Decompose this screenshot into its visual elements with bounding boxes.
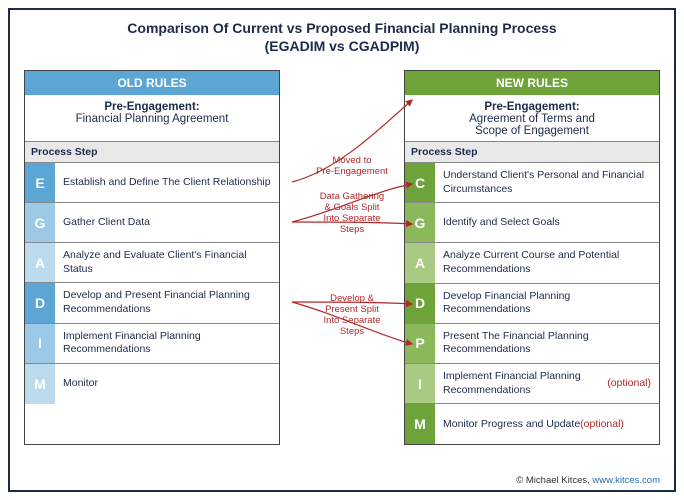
old-step-row: AAnalyze and Evaluate Client's Financial…: [25, 243, 279, 283]
old-step-letter: E: [25, 163, 55, 202]
old-step-row: IImplement Financial Planning Recommenda…: [25, 324, 279, 364]
title-line-2: (EGADIM vs CGADPIM): [10, 38, 674, 56]
diagram-title: Comparison Of Current vs Proposed Financ…: [10, 10, 674, 61]
new-step-label: Develop Financial Planning Recommendatio…: [435, 284, 659, 323]
new-pre-label: Pre-Engagement:: [409, 101, 655, 113]
old-step-label: Develop and Present Financial Planning R…: [55, 283, 279, 322]
new-step-letter: D: [405, 284, 435, 323]
old-step-letter: M: [25, 364, 55, 404]
new-step-row: CUnderstand Client's Personal and Financ…: [405, 163, 659, 203]
new-step-row: GIdentify and Select Goals: [405, 203, 659, 243]
old-step-row: MMonitor: [25, 364, 279, 404]
old-process-step-header: Process Step: [25, 141, 279, 163]
new-step-letter: P: [405, 324, 435, 363]
new-step-label: Implement Financial Planning Recommendat…: [435, 364, 659, 403]
diagram-frame: Comparison Of Current vs Proposed Financ…: [8, 8, 676, 492]
old-pre-label: Pre-Engagement:: [29, 101, 275, 113]
new-rules-header: NEW RULES: [405, 71, 659, 95]
footer-credit: © Michael Kitces, www.kitces.com: [516, 475, 660, 486]
new-rules-column: NEW RULES Pre-Engagement: Agreement of T…: [404, 70, 660, 445]
new-step-label: Identify and Select Goals: [435, 203, 659, 242]
new-process-step-header: Process Step: [405, 141, 659, 163]
optional-tag: (optional): [580, 418, 624, 432]
old-step-label: Establish and Define The Client Relation…: [55, 163, 279, 202]
old-step-row: DDevelop and Present Financial Planning …: [25, 283, 279, 323]
new-step-letter: C: [405, 163, 435, 202]
new-step-row: AAnalyze Current Course and Potential Re…: [405, 243, 659, 283]
new-step-label: Analyze Current Course and Potential Rec…: [435, 243, 659, 282]
old-step-row: EEstablish and Define The Client Relatio…: [25, 163, 279, 203]
old-step-letter: I: [25, 324, 55, 363]
new-step-label: Present The Financial Planning Recommend…: [435, 324, 659, 363]
columns-container: OLD RULES Pre-Engagement: Financial Plan…: [10, 70, 674, 445]
old-pre-engagement: Pre-Engagement: Financial Planning Agree…: [25, 95, 279, 141]
new-step-letter: I: [405, 364, 435, 403]
new-pre-text-2: Scope of Engagement: [409, 125, 655, 137]
new-step-letter: A: [405, 243, 435, 282]
new-step-row: MMonitor Progress and Update (optional): [405, 404, 659, 444]
old-step-label: Gather Client Data: [55, 203, 279, 242]
new-step-letter: M: [405, 404, 435, 444]
footer-link[interactable]: www.kitces.com: [592, 475, 660, 486]
new-steps: CUnderstand Client's Personal and Financ…: [405, 163, 659, 444]
old-steps: EEstablish and Define The Client Relatio…: [25, 163, 279, 404]
old-rules-column: OLD RULES Pre-Engagement: Financial Plan…: [24, 70, 280, 445]
footer-text: © Michael Kitces,: [516, 475, 590, 486]
new-step-row: PPresent The Financial Planning Recommen…: [405, 324, 659, 364]
new-step-label: Understand Client's Personal and Financi…: [435, 163, 659, 202]
title-line-1: Comparison Of Current vs Proposed Financ…: [10, 20, 674, 38]
optional-tag: (optional): [607, 377, 651, 391]
old-step-row: GGather Client Data: [25, 203, 279, 243]
new-pre-text-1: Agreement of Terms and: [409, 113, 655, 125]
new-step-label: Monitor Progress and Update (optional): [435, 404, 659, 444]
new-step-row: DDevelop Financial Planning Recommendati…: [405, 284, 659, 324]
old-step-letter: A: [25, 243, 55, 282]
old-rules-header: OLD RULES: [25, 71, 279, 95]
new-step-letter: G: [405, 203, 435, 242]
new-step-row: IImplement Financial Planning Recommenda…: [405, 364, 659, 404]
new-pre-engagement: Pre-Engagement: Agreement of Terms and S…: [405, 95, 659, 141]
old-step-label: Analyze and Evaluate Client's Financial …: [55, 243, 279, 282]
old-pre-text: Financial Planning Agreement: [29, 113, 275, 125]
old-step-letter: G: [25, 203, 55, 242]
old-step-letter: D: [25, 283, 55, 322]
old-step-label: Monitor: [55, 364, 279, 404]
old-step-label: Implement Financial Planning Recommendat…: [55, 324, 279, 363]
